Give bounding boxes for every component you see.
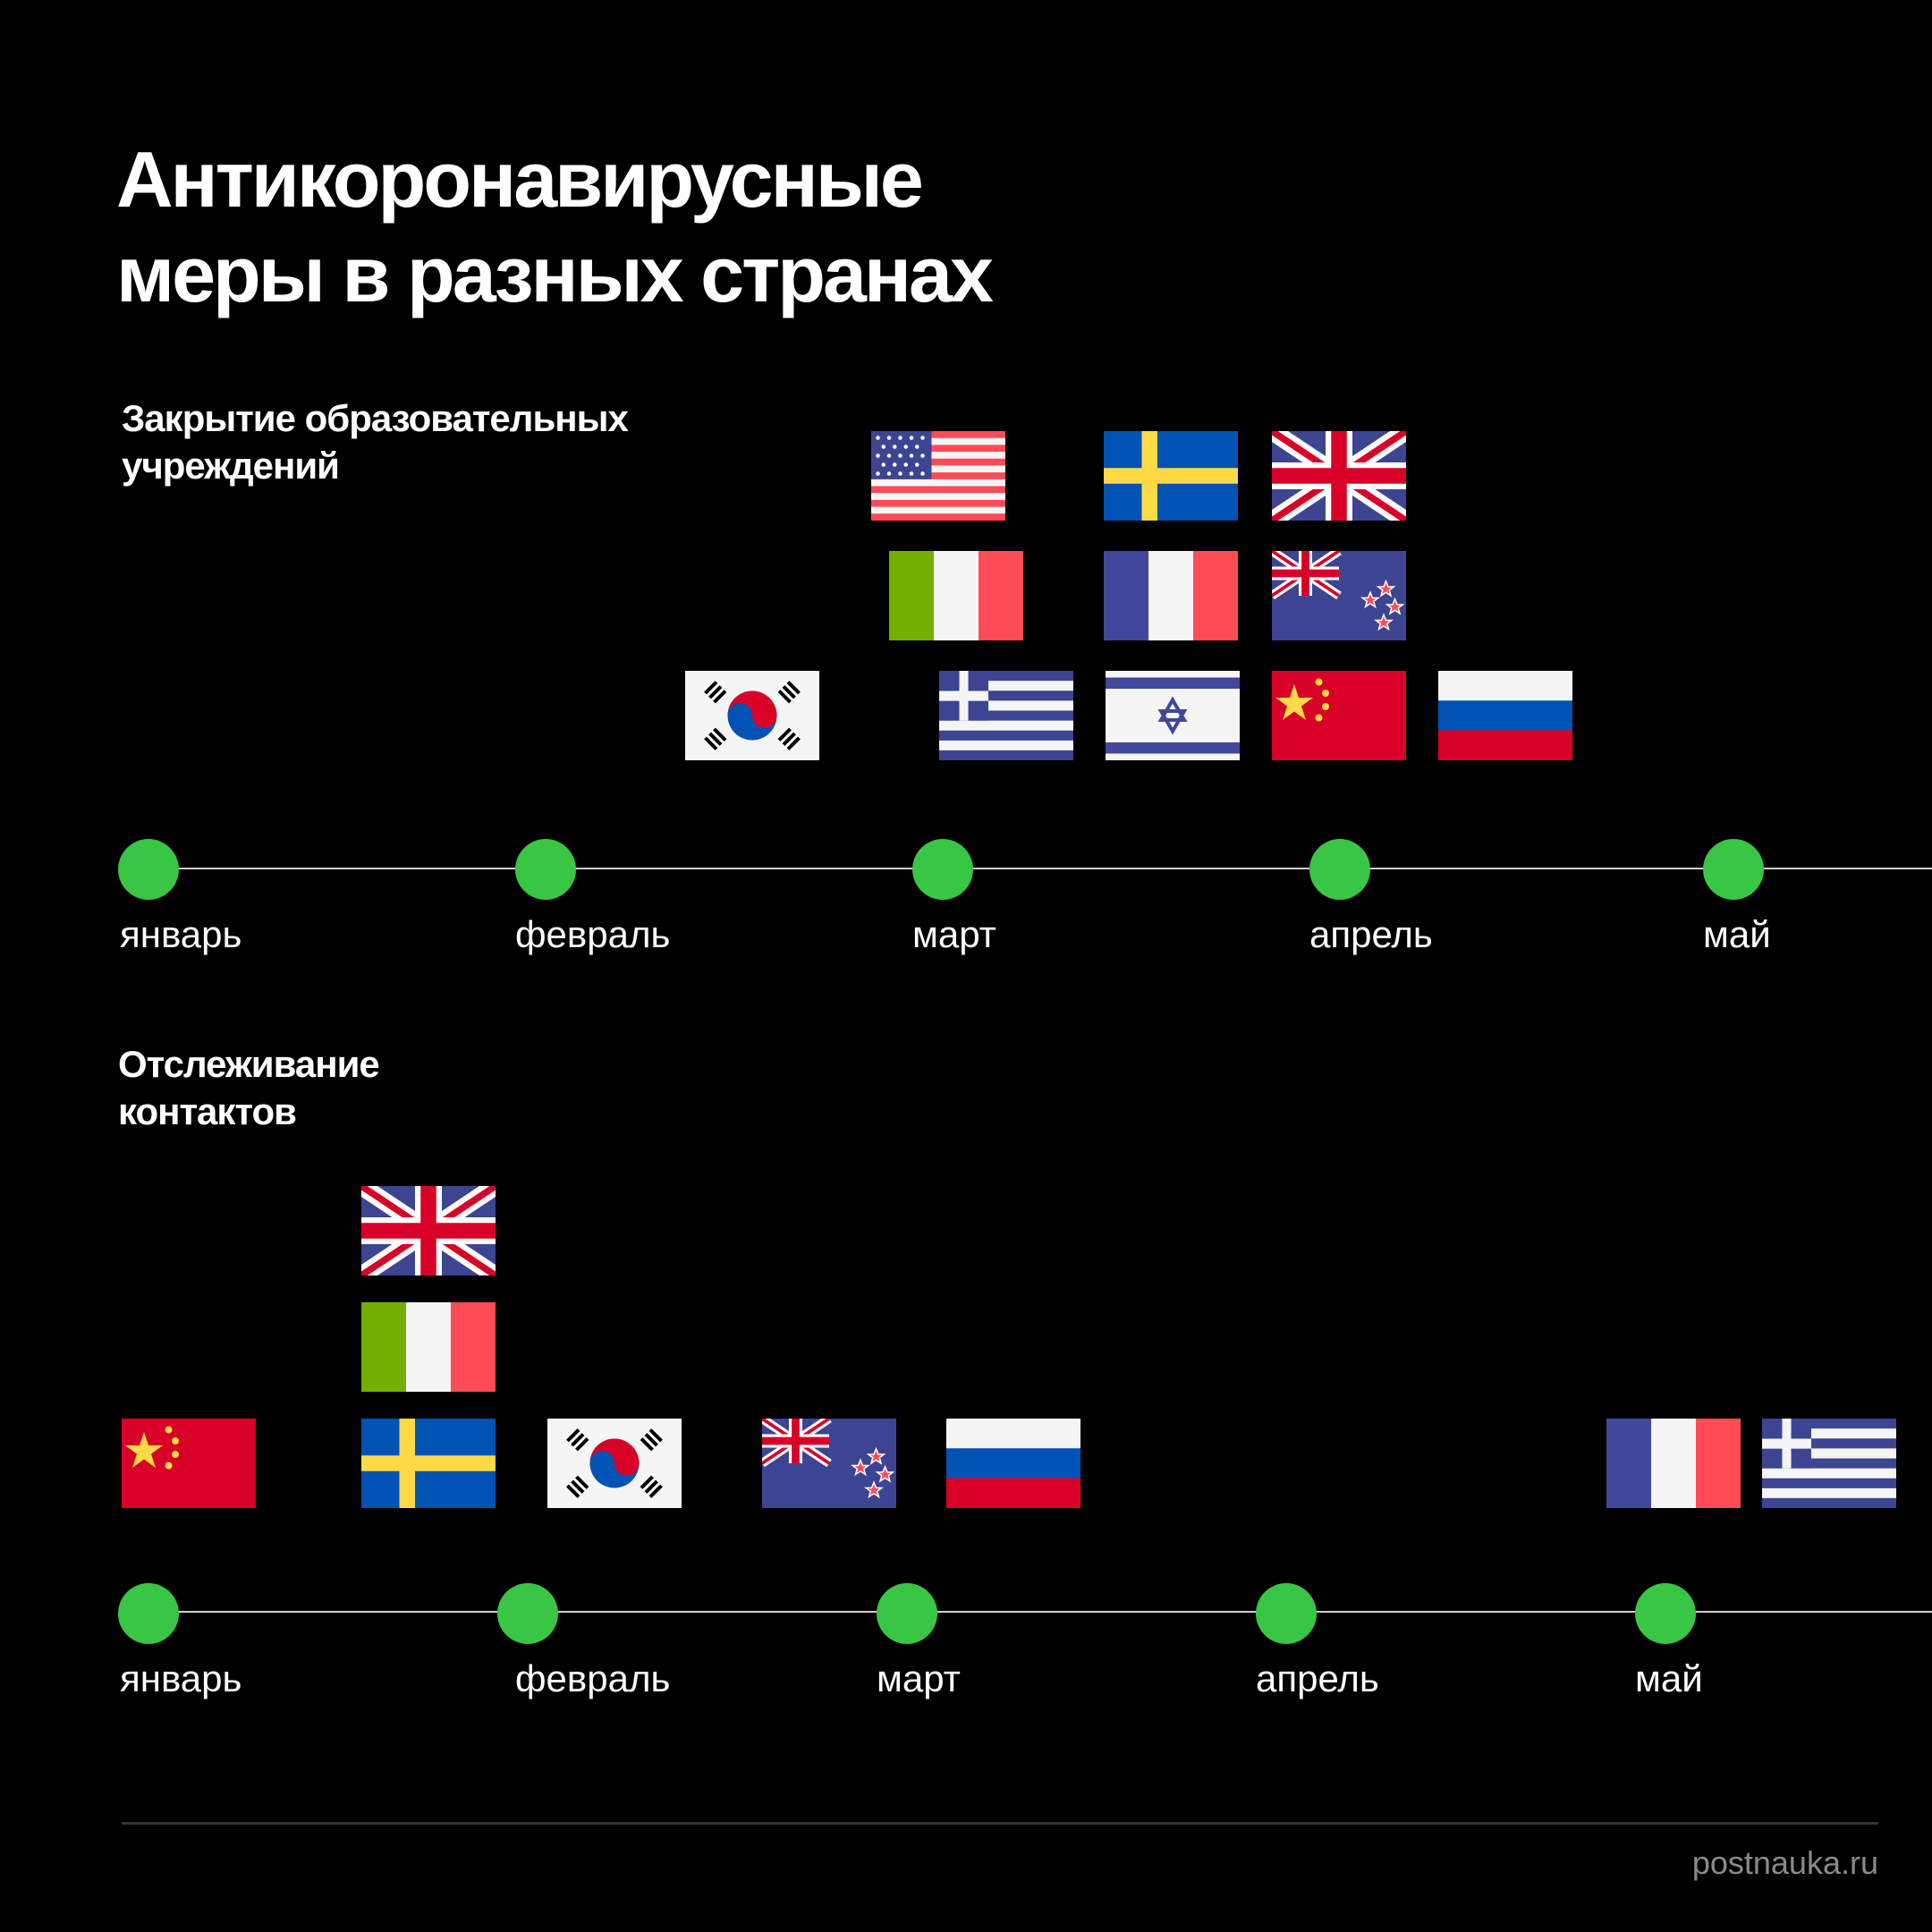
sweden-flag-icon (361, 1419, 496, 1508)
greece-flag-icon (1762, 1419, 1896, 1508)
timeline-dot-april (1256, 1583, 1317, 1644)
france-flag-icon (1104, 551, 1238, 640)
italy-flag-icon (889, 551, 1023, 640)
month-label-april: апрель (1256, 1657, 1379, 1699)
usa-flag-icon (871, 431, 1005, 521)
timeline-dot-february (497, 1583, 558, 1644)
timeline-dot-march (912, 839, 973, 900)
footer-divider (122, 1822, 1878, 1825)
new-zealand-flag-icon (762, 1419, 896, 1508)
timeline-dot-march (877, 1583, 937, 1644)
timeline-dot-may (1703, 839, 1764, 900)
south-korea-flag-icon (547, 1419, 682, 1508)
timeline-dot-february (515, 839, 576, 900)
china-flag-icon (122, 1419, 256, 1508)
israel-flag-icon (1106, 671, 1240, 760)
month-label-april: апрель (1309, 913, 1433, 955)
page-title: Антикоронавирусные меры в разных странах (116, 132, 994, 322)
new-zealand-flag-icon (1272, 551, 1406, 640)
timeline-dot-january (118, 1583, 179, 1644)
section-label-line-2: учреждений (122, 445, 340, 487)
section-label-contact-tracing: Отслеживание контактов (118, 1040, 380, 1135)
greece-flag-icon (939, 671, 1073, 760)
month-label-january: январь (120, 913, 242, 955)
italy-flag-icon (361, 1302, 496, 1392)
south-korea-flag-icon (685, 671, 819, 760)
section-label-school-closures: Закрытие образовательных учреждений (122, 394, 629, 489)
source-label: postnauka.ru (1691, 1844, 1878, 1881)
timeline-line (148, 868, 1932, 869)
section-label-line-2: контактов (118, 1090, 297, 1132)
title-line-1: Антикоронавирусные (116, 135, 924, 224)
section-label-line-1: Закрытие образовательных (122, 397, 629, 439)
france-flag-icon (1606, 1419, 1741, 1508)
uk-flag-icon (361, 1186, 496, 1275)
month-label-march: март (877, 1657, 961, 1699)
month-label-february: февраль (515, 1657, 671, 1699)
month-label-may: май (1703, 913, 1771, 955)
china-flag-icon (1272, 671, 1406, 760)
month-label-march: март (912, 913, 996, 955)
russia-flag-icon (1438, 671, 1572, 760)
section-label-line-1: Отслеживание (118, 1043, 380, 1085)
russia-flag-icon (946, 1419, 1080, 1508)
timeline-dot-january (118, 839, 179, 900)
title-line-2: меры в разных странах (116, 230, 994, 318)
timeline-line (148, 1611, 1932, 1613)
timeline-dot-april (1309, 839, 1370, 900)
month-label-january: январь (120, 1657, 242, 1699)
uk-flag-icon (1272, 431, 1406, 521)
month-label-february: февраль (515, 913, 671, 955)
sweden-flag-icon (1104, 431, 1238, 521)
month-label-may: май (1635, 1657, 1703, 1699)
timeline-dot-may (1635, 1583, 1696, 1644)
